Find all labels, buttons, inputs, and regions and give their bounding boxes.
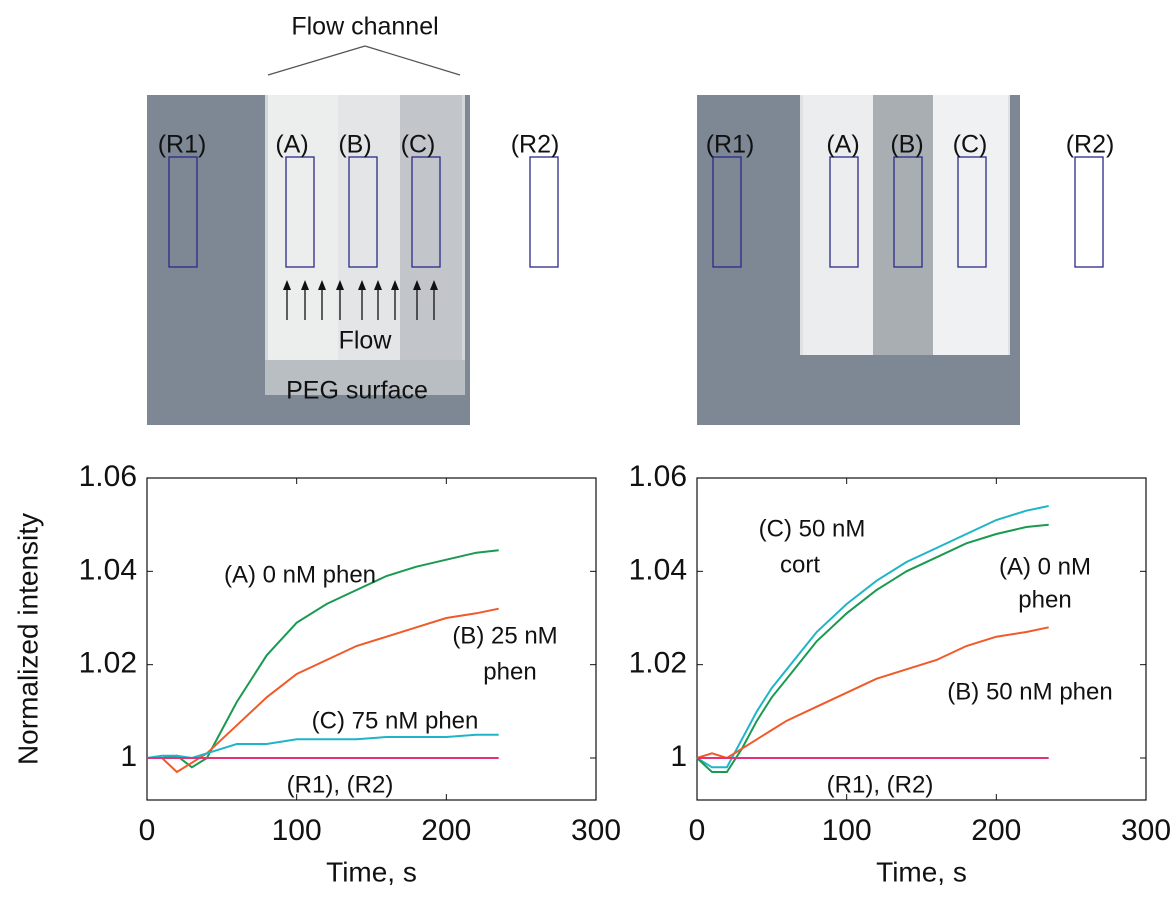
annotation: phen bbox=[1018, 586, 1071, 613]
data-line bbox=[696, 626, 1049, 760]
y-tick-label: 1.06 bbox=[629, 460, 687, 493]
roi-box bbox=[529, 156, 559, 268]
x-tick-label: 300 bbox=[1121, 814, 1170, 847]
band bbox=[873, 95, 933, 355]
roi-label: (A) bbox=[826, 131, 859, 159]
annotation: (B) 25 nM bbox=[452, 622, 557, 649]
annotation: (C) 50 nM bbox=[759, 515, 866, 542]
roi-box bbox=[348, 156, 378, 268]
data-line bbox=[696, 523, 1049, 773]
peg-surface bbox=[265, 360, 465, 395]
arrow-head bbox=[358, 280, 366, 290]
roi-label: (C) bbox=[953, 131, 988, 159]
y-tick-label: 1.02 bbox=[629, 647, 687, 680]
y-tick-label: 1 bbox=[120, 740, 137, 773]
roi-box bbox=[285, 156, 315, 268]
roi-label: (R2) bbox=[1066, 131, 1115, 159]
annotation: (R1), (R2) bbox=[827, 771, 934, 798]
band bbox=[933, 95, 1008, 355]
x-axis-label: Time, s bbox=[876, 856, 967, 887]
y-tick-label: 1.04 bbox=[629, 553, 687, 586]
arrow-head bbox=[413, 280, 421, 290]
annotation: (A) 0 nM phen bbox=[224, 561, 376, 588]
x-tick-label: 300 bbox=[571, 814, 621, 847]
bracket bbox=[364, 45, 461, 76]
flow-arrows bbox=[283, 280, 438, 320]
y-tick-label: 1.02 bbox=[79, 647, 137, 680]
roi-box bbox=[168, 156, 198, 268]
annotation: (B) 50 nM phen bbox=[947, 678, 1112, 705]
x-tick-label: 100 bbox=[822, 814, 872, 847]
x-axis-label: Time, s bbox=[326, 856, 417, 887]
arrow-head bbox=[430, 280, 438, 290]
image-annotation: PEG surface bbox=[286, 377, 428, 405]
annotation: phen bbox=[483, 658, 536, 685]
roi-box bbox=[411, 156, 441, 268]
annotation: (C) 75 nM phen bbox=[312, 707, 479, 734]
roi-label: (R1) bbox=[158, 131, 207, 159]
annotation: (R1), (R2) bbox=[287, 771, 394, 798]
image-annotation: Flow bbox=[339, 327, 393, 355]
roi-box bbox=[829, 156, 859, 268]
image-left bbox=[147, 45, 470, 425]
annotation: cort bbox=[780, 551, 820, 578]
image-right bbox=[697, 95, 1020, 425]
x-tick-label: 100 bbox=[272, 814, 322, 847]
y-tick-label: 1.04 bbox=[79, 553, 137, 586]
plot-area bbox=[146, 477, 597, 801]
image-title: Flow channel bbox=[291, 13, 438, 41]
data-line bbox=[146, 733, 499, 760]
roi-label: (R2) bbox=[511, 131, 560, 159]
arrow-head bbox=[283, 280, 291, 290]
band bbox=[268, 95, 338, 360]
roi-label: (R1) bbox=[706, 131, 755, 159]
arrow-head bbox=[374, 280, 382, 290]
roi-box bbox=[712, 156, 742, 268]
band bbox=[803, 95, 873, 355]
x-tick-label: 0 bbox=[689, 814, 706, 847]
x-tick-label: 200 bbox=[421, 814, 471, 847]
bracket bbox=[267, 45, 366, 76]
arrow-head bbox=[318, 280, 326, 290]
x-tick-label: 0 bbox=[139, 814, 156, 847]
y-tick-label: 1.06 bbox=[79, 460, 137, 493]
y-axis-label: Normalized intensity bbox=[12, 513, 43, 765]
band bbox=[338, 95, 400, 360]
roi-label: (B) bbox=[338, 131, 371, 159]
y-tick-label: 1 bbox=[670, 740, 687, 773]
arrow-head bbox=[301, 280, 309, 290]
arrow-head bbox=[336, 280, 344, 290]
data-line bbox=[147, 607, 499, 774]
roi-label: (A) bbox=[275, 131, 308, 159]
x-tick-label: 200 bbox=[971, 814, 1021, 847]
roi-box bbox=[957, 156, 987, 268]
roi-label: (C) bbox=[401, 131, 436, 159]
roi-box bbox=[1074, 156, 1104, 268]
arrow-head bbox=[391, 280, 399, 290]
band bbox=[400, 95, 462, 360]
roi-label: (B) bbox=[890, 131, 923, 159]
annotation: (A) 0 nM bbox=[999, 553, 1091, 580]
roi-box bbox=[893, 156, 923, 268]
plot-area bbox=[696, 477, 1147, 801]
data-line bbox=[147, 549, 499, 769]
